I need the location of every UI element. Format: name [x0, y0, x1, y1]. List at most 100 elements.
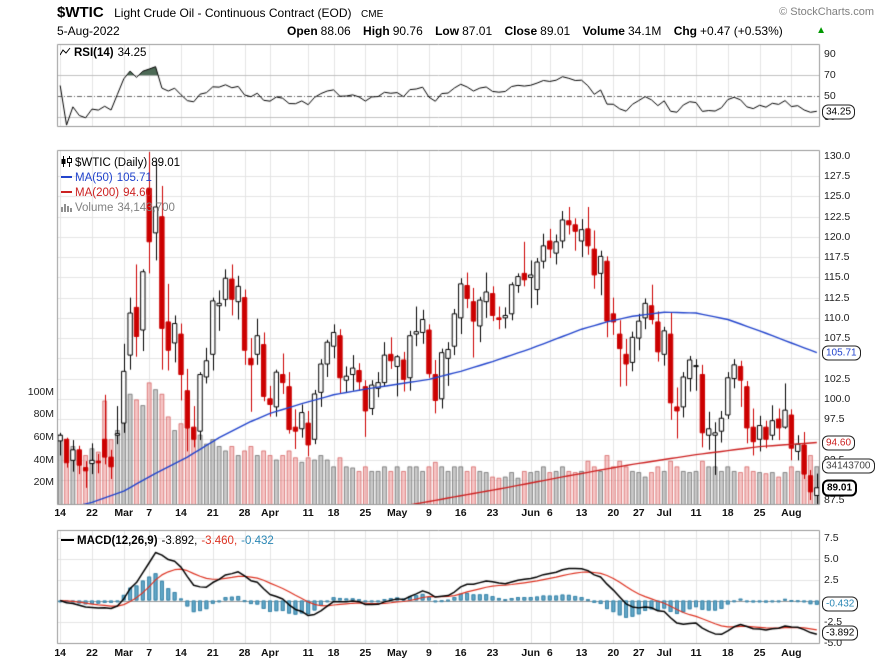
x-axis-label: 16	[454, 507, 467, 519]
ma200-value: 94.60	[123, 187, 152, 199]
price-axis-tick: 112.5	[824, 291, 850, 304]
chart-title: Light Crude Oil - Continuous Contract (E…	[114, 6, 352, 20]
x-axis-label-month: Apr	[260, 507, 280, 519]
macd-x-axis-label: 11	[302, 647, 314, 659]
macd-x-axis-label-month: Aug	[781, 647, 802, 659]
price-axis-tick: 107.5	[824, 332, 851, 345]
macd-x-axis-label: 9	[426, 647, 432, 659]
ma50-line-icon	[61, 176, 72, 178]
candlestick-icon	[61, 156, 72, 167]
x-axis-label: 28	[238, 507, 251, 519]
x-axis-label-month: May	[386, 507, 408, 519]
rsi-legend: RSI(14) 34.25	[59, 47, 147, 59]
high-label: High	[363, 24, 390, 38]
macd-x-axis-label: 7	[146, 647, 153, 659]
macd-x-axis-label: 14	[54, 647, 67, 659]
low-label: Low	[435, 24, 460, 38]
macd-x-axis-label-month: Jul	[656, 647, 672, 659]
macd-x-axis-label: 18	[327, 647, 340, 659]
macd-x-axis-label: 22	[86, 647, 98, 659]
price-axis-tick: 117.5	[824, 251, 850, 264]
volume-legend-value: 34,143,700	[117, 202, 175, 214]
volume-legend-label: Volume	[75, 202, 114, 214]
x-axis-label: 13	[575, 507, 588, 519]
x-axis-label: 11	[690, 507, 702, 519]
price-axis-tick: 122.5	[824, 210, 851, 223]
axis-box-volume: 34143700	[822, 458, 875, 474]
axis-box-ma200: 94.60	[822, 435, 856, 451]
macd-axis-tick: -2.5	[824, 615, 843, 628]
quote-summary: Open 88.06 High 90.76 Low 87.01 Close 89.01 …	[287, 24, 783, 38]
x-axis-label: 7	[146, 507, 153, 519]
x-axis-label: 18	[327, 507, 340, 519]
x-axis-label-month: Mar	[114, 507, 134, 519]
ma50-legend: MA(50) 105.71	[61, 171, 180, 186]
volume-bars-icon	[61, 204, 72, 212]
macd-axis-tick: 7.5	[824, 531, 839, 544]
ma200-legend: MA(200) 94.60	[61, 186, 180, 201]
exchange-label: CME	[361, 9, 384, 20]
ma200-line-icon	[61, 191, 72, 193]
x-axis-label: 22	[86, 507, 98, 519]
macd-axis-tick: 2.5	[824, 573, 839, 586]
macd-x-axis-label: 14	[175, 647, 187, 659]
x-axis-label: 11	[302, 507, 314, 519]
macd-signal-value: -3.460,	[201, 535, 238, 547]
macd-x-axis-label: 13	[575, 647, 588, 659]
macd-legend-label: MACD(12,26,9)	[77, 535, 158, 547]
macd-axis-tick: 5.0	[824, 552, 839, 565]
macd-line-icon	[61, 539, 74, 541]
macd-x-axis-label-month: Mar	[114, 647, 134, 659]
price-axis-tick: 97.5	[824, 413, 845, 426]
price-axis-tick: 115.0	[824, 271, 850, 284]
volume-value: 34.1M	[627, 24, 662, 38]
price-axis-tick: 125.0	[824, 190, 851, 203]
axis-box-ma50: 105.71	[822, 345, 861, 361]
price-axis-tick: 127.5	[824, 170, 851, 183]
main-legend-close: 89.01	[151, 157, 180, 169]
ma50-label: MA(50)	[75, 172, 113, 184]
x-axis-label-month: Jun	[521, 507, 541, 519]
high-value: 90.76	[392, 24, 423, 38]
macd-hist-value: -0.432	[241, 535, 274, 547]
rsi-legend-value: 34.25	[117, 47, 147, 59]
ma50-value: 105.71	[116, 172, 152, 184]
axis-box-rsi: 34.25	[822, 104, 856, 120]
macd-value: -3.892,	[161, 535, 198, 547]
chart-header: $WTIC Light Crude Oil - Continuous Contr…	[57, 4, 383, 22]
main-legend-symbol-row: $WTIC (Daily) 89.01	[61, 156, 180, 171]
rsi-axis-tick: 50	[824, 89, 836, 102]
rsi-axis-tick: 70	[824, 69, 836, 82]
main-legend: $WTIC (Daily) 89.01 MA(50) 105.71 MA(200) 9…	[61, 156, 180, 216]
macd-legend: MACD(12,26,9) -3.892, -3.460, -0.432	[61, 535, 274, 547]
macd-x-axis-label: 23	[486, 647, 499, 659]
macd-x-axis-label: 21	[206, 647, 219, 659]
main-legend-symbol: $WTIC (Daily)	[75, 157, 148, 169]
open-value: 88.06	[320, 24, 351, 38]
macd-x-axis-label: 28	[238, 647, 251, 659]
macd-x-axis-label: 11	[690, 647, 702, 659]
price-axis-tick: 120.0	[824, 230, 851, 243]
volume-axis-tick: 80M	[33, 408, 54, 421]
volume-label: Volume	[582, 24, 625, 38]
macd-x-axis-label-month: May	[386, 647, 408, 659]
x-axis-label: 21	[206, 507, 219, 519]
macd-x-axis-label: 16	[454, 647, 467, 659]
x-axis-label: 25	[753, 507, 766, 519]
volume-axis-tick: 40M	[33, 453, 54, 466]
price-axis-tick: 102.5	[824, 372, 851, 385]
price-axis-tick: 130.0	[824, 150, 851, 162]
low-value: 87.01	[462, 24, 493, 38]
axis-box-close: 89.01	[822, 479, 858, 497]
stockcharts-copyright-link[interactable]: © StockCharts.com	[779, 6, 874, 18]
macd-x-axis-label: 20	[607, 647, 620, 659]
symbol-label: $WTIC	[57, 4, 104, 21]
open-label: Open	[287, 24, 318, 38]
x-axis-label: 23	[486, 507, 499, 519]
rsi-chart-icon	[59, 47, 71, 56]
price-axis-tick: 100.0	[824, 392, 851, 405]
quote-date: 5-Aug-2022	[57, 24, 120, 38]
macd-x-axis-label: 25	[359, 647, 372, 659]
x-axis-label: 25	[359, 507, 372, 519]
